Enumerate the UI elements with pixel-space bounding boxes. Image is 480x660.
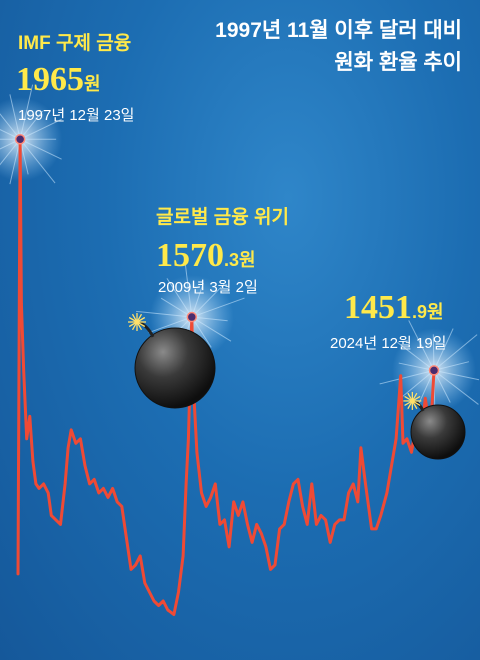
bomb-icon — [410, 404, 466, 460]
bomb-spark — [407, 400, 413, 410]
burst-ray — [184, 261, 193, 318]
burst-ray — [19, 84, 34, 140]
burst-ray — [9, 94, 21, 140]
burst-ray — [397, 342, 435, 371]
peak-marker-1 — [186, 311, 198, 323]
burst-ray — [191, 316, 228, 322]
burst-ray — [191, 297, 245, 318]
burst-ray — [0, 113, 21, 140]
burst-ray — [398, 370, 435, 401]
peak-marker-2 — [428, 365, 440, 376]
burst-ray — [398, 362, 435, 371]
annotation-imf-value: 1965원 — [16, 62, 101, 102]
bomb-spark — [128, 321, 138, 328]
burst-ray — [19, 110, 43, 140]
bomb-spark — [131, 313, 138, 323]
annotation-2024-date: 2024년 12월 19일 — [330, 335, 447, 352]
annotation-imf-value-int: 1965 — [16, 61, 84, 98]
burst-ray — [433, 328, 454, 371]
series-line — [16, 137, 436, 616]
burst-ray — [160, 297, 193, 318]
burst-ray — [191, 283, 225, 318]
bomb-spark — [136, 321, 146, 328]
burst-ray — [433, 369, 480, 381]
bomb-spark — [412, 400, 421, 407]
burst-ray — [418, 370, 435, 404]
bomb-spark — [136, 313, 143, 323]
bomb-spark — [411, 400, 418, 410]
burst-ray — [379, 369, 435, 385]
annotation-2024-value: 1451.9원 — [344, 290, 444, 330]
bomb-spark — [407, 392, 413, 402]
bomb-spark — [136, 316, 146, 323]
burst-ray — [191, 316, 212, 348]
annotation-gfc-event: 글로벌 금융 위기 — [156, 207, 289, 228]
burst-ray — [19, 138, 56, 184]
burst-ray — [19, 118, 62, 140]
annotation-gfc-value-dec: .3 — [224, 250, 240, 270]
annotation-2024-value-int: 1451 — [344, 289, 412, 326]
bomb-spark — [128, 316, 138, 323]
burst-ray — [191, 316, 232, 342]
burst-ray — [432, 334, 435, 371]
bomb-spark — [404, 400, 413, 407]
burst-ray — [0, 138, 21, 150]
annotation-2024-value-unit: 원 — [427, 302, 444, 322]
bomb-icon — [134, 327, 216, 409]
chart-title-line1: 1997년 11월 이후 달러 대비 — [215, 19, 462, 42]
burst-ray — [191, 282, 204, 318]
bomb-spark — [411, 392, 418, 402]
burst-ray — [0, 129, 21, 140]
annotation-gfc-date: 2009년 3월 2일 — [158, 279, 258, 296]
burst-ray — [0, 138, 21, 166]
bomb-spark — [412, 395, 421, 402]
burst-ray — [433, 361, 470, 371]
peak-marker-0 — [14, 134, 26, 145]
chart-title-line2: 원화 환율 추이 — [334, 51, 462, 74]
bomb-spark — [404, 395, 413, 402]
burst-ray — [433, 334, 478, 371]
annotation-2024-value-dec: .9 — [412, 302, 428, 322]
burst-ray — [19, 138, 62, 160]
annotation-gfc-value-unit: 원 — [239, 250, 256, 270]
annotation-gfc-value-int: 1570 — [156, 237, 224, 274]
burst-ray — [136, 310, 192, 318]
bomb-spark — [136, 321, 143, 331]
annotation-imf-value-unit: 원 — [84, 74, 101, 94]
burst-ray — [148, 316, 192, 334]
burst-ray — [408, 320, 435, 371]
burst-ray — [433, 369, 479, 405]
bomb-spark — [131, 321, 138, 331]
annotation-imf-event: IMF 구제 금융 — [18, 33, 132, 54]
annotation-imf-date: 1997년 12월 23일 — [18, 107, 135, 124]
burst-ray — [433, 370, 451, 403]
burst-ray — [166, 278, 193, 318]
burst-ray — [9, 139, 21, 185]
annotation-gfc-value: 1570.3원 — [156, 238, 256, 278]
